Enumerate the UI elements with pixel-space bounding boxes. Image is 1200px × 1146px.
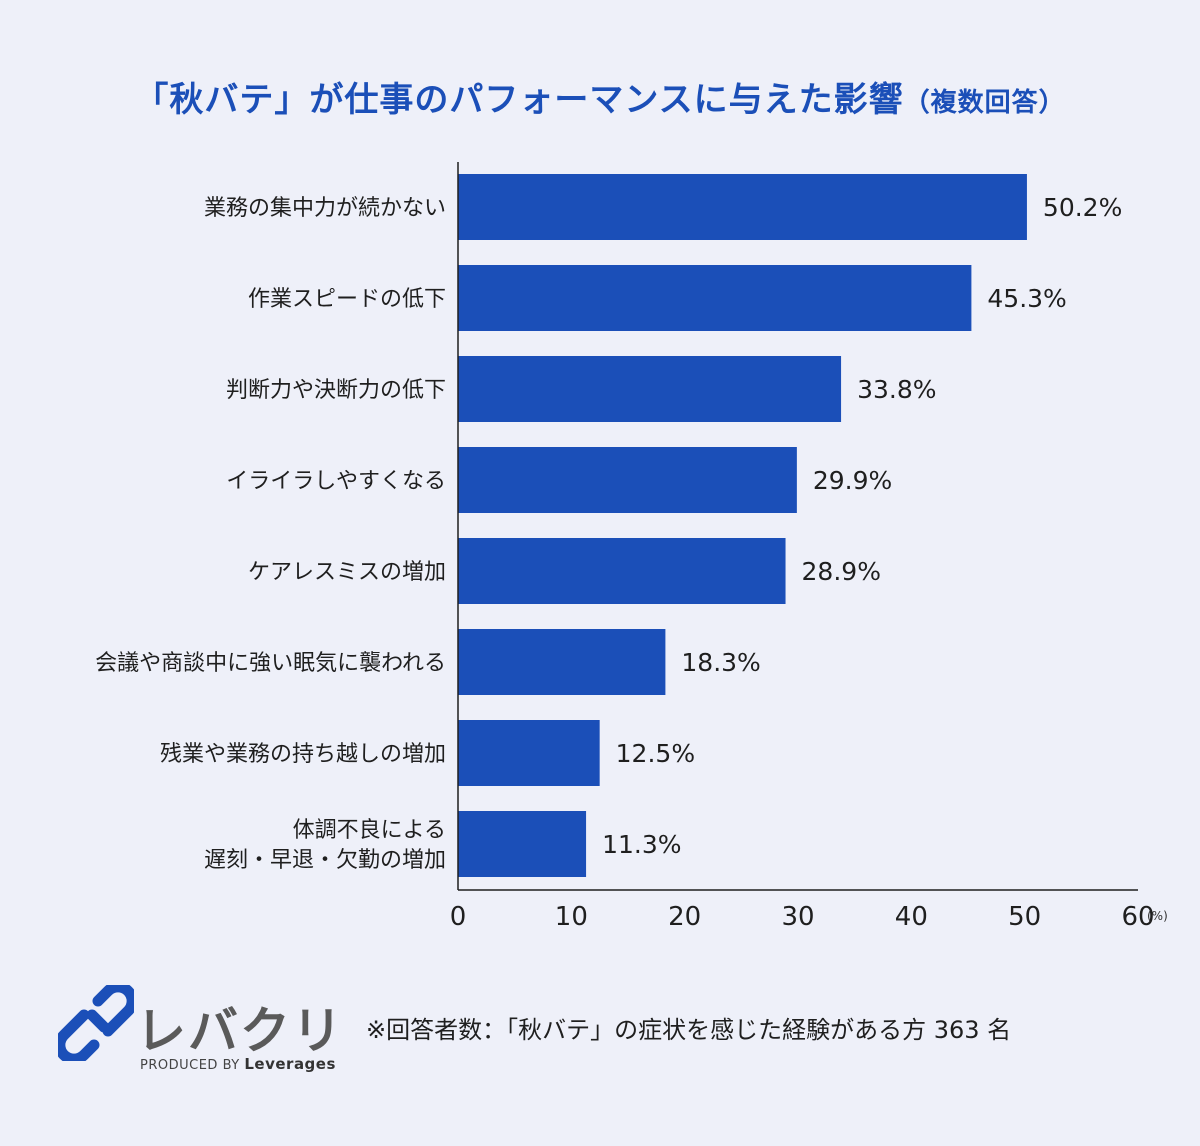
value-label-0: 50.2% bbox=[1043, 193, 1122, 222]
chart-title: 「秋バテ」が仕事のパフォーマンスに与えた影響（複数回答） bbox=[0, 72, 1200, 121]
bar-chart: 50.2% 業務の集中力が続かない 45.3% 作業スピードの低下 33.8% 判断力や決… bbox=[95, 162, 1168, 932]
x-tick-label-5: 50 bbox=[1008, 902, 1041, 932]
x-tick-label-6: 60 bbox=[1121, 902, 1154, 932]
bars-layer: 50.2% 業務の集中力が続かない 45.3% 作業スピードの低下 33.8% 判断力や決… bbox=[95, 174, 1122, 877]
brand-logo: レバクリ PRODUCED BY Leverages bbox=[58, 985, 342, 1075]
logo-company: Leverages bbox=[244, 1055, 336, 1073]
respondent-footnote: ※回答者数：「秋バテ」の症状を感じた経験がある方 363 名 bbox=[366, 1016, 1012, 1044]
x-tick-label-1: 10 bbox=[555, 902, 588, 932]
value-label-5: 18.3% bbox=[681, 648, 760, 677]
x-tick-label-2: 20 bbox=[668, 902, 701, 932]
chart-title-suffix: （複数回答） bbox=[903, 88, 1066, 118]
x-unit-label: (%) bbox=[1147, 909, 1168, 923]
category-label-7-line-1: 遅刻・早退・欠勤の増加 bbox=[204, 848, 446, 873]
logo-produced-by-text: PRODUCED BY bbox=[140, 1058, 240, 1073]
bar-6 bbox=[458, 720, 600, 786]
value-label-4: 28.9% bbox=[802, 557, 881, 586]
bar-0 bbox=[458, 174, 1027, 240]
value-label-3: 29.9% bbox=[813, 466, 892, 495]
category-label-6: 残業や業務の持ち越しの増加 bbox=[160, 742, 446, 767]
value-label-7: 11.3% bbox=[602, 830, 681, 859]
bar-4 bbox=[458, 538, 786, 604]
category-label-3: イライラしやすくなる bbox=[226, 469, 446, 494]
category-label-1: 作業スピードの低下 bbox=[248, 287, 446, 312]
chart-title-main: 「秋バテ」が仕事のパフォーマンスに与えた影響 bbox=[134, 80, 904, 120]
bar-3 bbox=[458, 447, 797, 513]
category-label-7-line-0: 体調不良による bbox=[293, 818, 446, 843]
x-tick-label-4: 40 bbox=[895, 902, 928, 932]
bar-7 bbox=[458, 811, 587, 877]
category-label-0: 業務の集中力が続かない bbox=[204, 196, 446, 221]
category-label-5: 会議や商談中に強い眠気に襲われる bbox=[95, 651, 446, 676]
bar-2 bbox=[458, 356, 842, 422]
axis-layer: 0 10 20 30 40 50 60(%) bbox=[450, 162, 1168, 932]
value-label-6: 12.5% bbox=[616, 739, 695, 768]
category-label-2: 判断力や決断力の低下 bbox=[226, 378, 446, 403]
bar-5 bbox=[458, 629, 666, 695]
category-label-4: ケアレスミスの増加 bbox=[248, 560, 446, 585]
logo-wordmark: レバクリ bbox=[136, 1002, 344, 1060]
value-label-1: 45.3% bbox=[987, 284, 1066, 313]
bar-1 bbox=[458, 265, 972, 331]
logo-produced-by: PRODUCED BY Leverages bbox=[140, 1055, 336, 1073]
value-label-2: 33.8% bbox=[857, 375, 936, 404]
link-chain-icon bbox=[58, 985, 134, 1061]
x-tick-label-0: 0 bbox=[450, 902, 467, 932]
x-tick-label-3: 30 bbox=[781, 902, 814, 932]
